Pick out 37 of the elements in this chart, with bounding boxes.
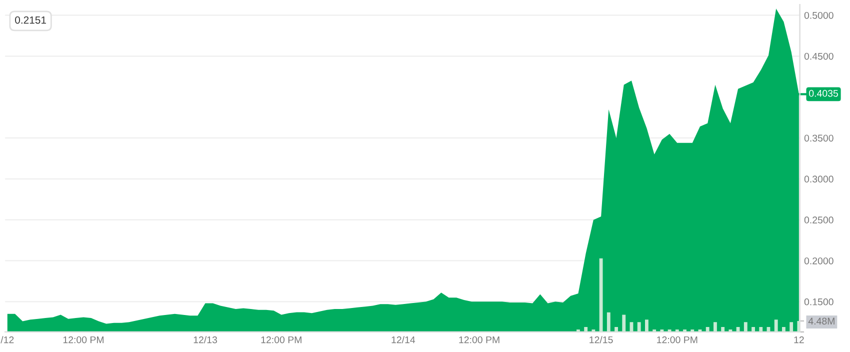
bar bbox=[706, 327, 710, 332]
y-tick-label: 0.2000 bbox=[804, 257, 834, 264]
y-tick-label: 0.5000 bbox=[804, 12, 834, 19]
bar bbox=[797, 320, 800, 332]
y-tick-label: 0.3500 bbox=[804, 134, 834, 142]
bar bbox=[645, 320, 648, 332]
bar bbox=[584, 327, 588, 332]
annotation: 0.2151 bbox=[15, 16, 46, 24]
x-tick-label: 12:00 PM bbox=[459, 336, 500, 344]
x-tick-label: /12 bbox=[0, 336, 14, 344]
x-tick-label: 12/14 bbox=[392, 336, 416, 344]
bar bbox=[606, 312, 610, 332]
bar bbox=[637, 322, 641, 332]
bar bbox=[614, 327, 618, 332]
y-tick-label: 0.3000 bbox=[804, 176, 834, 183]
y-tick-label: 0.2500 bbox=[804, 216, 834, 224]
x-tick-label: 12/15 bbox=[590, 336, 613, 344]
x-tick-label: 12 bbox=[794, 336, 804, 344]
bar bbox=[790, 322, 794, 332]
x-tick-label: 12/13 bbox=[194, 336, 218, 344]
y-tick-label: 0.1500 bbox=[804, 298, 834, 306]
y-tick-label: 0.4500 bbox=[804, 52, 834, 60]
bar bbox=[622, 314, 626, 332]
x-tick-label: 12:00 PM bbox=[63, 336, 104, 344]
annotation: 0.4035 bbox=[809, 90, 838, 97]
y2-tick-label: 4.48M bbox=[808, 318, 834, 325]
bar bbox=[782, 327, 786, 332]
x-tick-label: 12:00 PM bbox=[261, 336, 302, 344]
x-tick-label: 12:00 PM bbox=[657, 336, 698, 344]
bar bbox=[752, 327, 755, 332]
bar bbox=[714, 322, 717, 332]
bar bbox=[599, 258, 603, 332]
bar bbox=[759, 327, 763, 332]
bar bbox=[774, 320, 778, 332]
bar bbox=[744, 322, 748, 332]
bar bbox=[721, 327, 725, 332]
bar bbox=[736, 327, 740, 332]
